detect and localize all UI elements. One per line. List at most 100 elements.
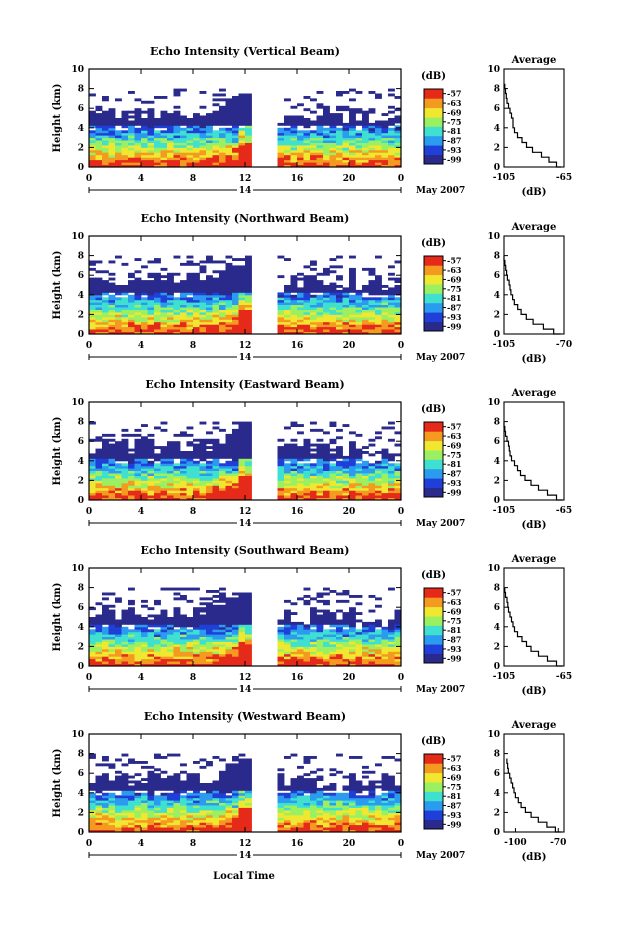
- heatmap-cell: [108, 807, 116, 811]
- heatmap-cell: [232, 436, 239, 440]
- heatmap-cell: [108, 802, 116, 806]
- heatmap-cell: [245, 592, 252, 596]
- heatmap-cell: [238, 110, 246, 114]
- heatmap-cell: [342, 302, 350, 305]
- heatmap-cell: [167, 446, 174, 449]
- heatmap-cell: [108, 822, 116, 826]
- heatmap-cell: [193, 130, 200, 134]
- heatmap-cell: [238, 162, 246, 165]
- heatmap-cell: [394, 118, 402, 121]
- heatmap-cell: [193, 132, 200, 136]
- heatmap-cell: [128, 480, 135, 484]
- heatmap-cell: [329, 482, 337, 486]
- profile-title: Average: [511, 222, 557, 233]
- heatmap-cell: [310, 621, 317, 625]
- heatmap-cell: [290, 453, 298, 457]
- heatmap-cell: [316, 661, 324, 664]
- heatmap-cell: [141, 157, 148, 161]
- heatmap-cell: [173, 477, 181, 481]
- heatmap-cell: [102, 280, 109, 283]
- heatmap-cell: [238, 621, 246, 625]
- heatmap-cell: [245, 599, 252, 603]
- heatmap-cell: [290, 324, 298, 328]
- heatmap-cell: [89, 621, 96, 625]
- heatmap-cell: [232, 485, 239, 489]
- heatmap-cell: [199, 641, 207, 645]
- heatmap-cell: [381, 475, 389, 479]
- heatmap-cell: [225, 621, 233, 625]
- heatmap-cell: [147, 465, 155, 469]
- heatmap-cell: [154, 307, 161, 310]
- heatmap-cell: [95, 120, 103, 124]
- heatmap-cell: [154, 824, 161, 828]
- heatmap-cell: [180, 460, 187, 464]
- colorbar-label: (dB): [421, 570, 446, 581]
- heatmap-cell: [193, 607, 200, 611]
- heatmap-cell: [102, 661, 109, 664]
- heatmap-cell: [316, 658, 324, 662]
- heatmap-cell: [310, 475, 317, 479]
- heatmap-cell: [102, 663, 109, 667]
- heatmap-cell: [212, 661, 220, 664]
- date-label: May 2007: [416, 685, 465, 695]
- heatmap-cell: [154, 122, 161, 126]
- heatmap-cell: [277, 157, 285, 161]
- heatmap-cell: [355, 159, 363, 163]
- heatmap-cell: [316, 451, 324, 454]
- heatmap-cell: [102, 465, 109, 469]
- heatmap-cell: [108, 797, 116, 801]
- heatmap-cell: [108, 438, 116, 442]
- heatmap-cell: [147, 287, 155, 291]
- heatmap-cell: [193, 159, 200, 163]
- heatmap-cell: [329, 651, 337, 655]
- heatmap-cell: [134, 631, 142, 635]
- heatmap-cell: [355, 132, 363, 136]
- heatmap-cell: [206, 824, 213, 828]
- heatmap-cell: [206, 255, 213, 259]
- heatmap-cell: [355, 149, 363, 153]
- heatmap-cell: [147, 127, 155, 131]
- heatmap-cell: [199, 309, 207, 313]
- heatmap-cell: [206, 644, 213, 647]
- profile-y-tick-label: 2: [494, 143, 500, 153]
- heatmap-cell: [375, 299, 382, 303]
- heatmap-cell: [193, 294, 200, 298]
- heatmap-cell: [368, 663, 376, 667]
- profile-y-tick-label: 4: [494, 291, 500, 301]
- heatmap-cell: [193, 778, 200, 781]
- heatmap-cell: [167, 162, 174, 165]
- heatmap-cell: [212, 460, 220, 464]
- heatmap-cell: [115, 758, 122, 762]
- heatmap-cell: [238, 157, 246, 161]
- heatmap-cell: [186, 125, 194, 129]
- heatmap-cell: [381, 490, 389, 494]
- heatmap-cell: [277, 147, 285, 151]
- heatmap-cell: [232, 609, 239, 613]
- heatmap-cell: [173, 149, 181, 153]
- heatmap-cell: [238, 154, 246, 158]
- heatmap-cell: [173, 475, 181, 479]
- heatmap-cell: [160, 814, 168, 818]
- heatmap-cell: [141, 631, 148, 635]
- heatmap-cell: [284, 287, 291, 291]
- heatmap-cell: [134, 646, 142, 650]
- heatmap-cell: [303, 443, 311, 447]
- heatmap-cell: [134, 164, 142, 168]
- heatmap-cell: [193, 634, 200, 637]
- heatmap-cell: [310, 302, 317, 305]
- heatmap-cell: [232, 658, 239, 662]
- heatmap-cell: [186, 587, 194, 591]
- heatmap-cell: [89, 497, 96, 501]
- x-tick-label: 4: [138, 673, 144, 683]
- heatmap-cell: [89, 607, 96, 611]
- heatmap-cell: [160, 792, 168, 796]
- heatmap-cell: [277, 304, 285, 308]
- heatmap-cell: [388, 631, 395, 635]
- heatmap-cell: [245, 105, 252, 109]
- heatmap-cell: [167, 142, 174, 146]
- heatmap-cell: [167, 147, 174, 151]
- heatmap-cell: [134, 485, 142, 489]
- heatmap-cell: [160, 132, 168, 136]
- heatmap-cell: [121, 433, 129, 437]
- heatmap-cell: [212, 797, 220, 801]
